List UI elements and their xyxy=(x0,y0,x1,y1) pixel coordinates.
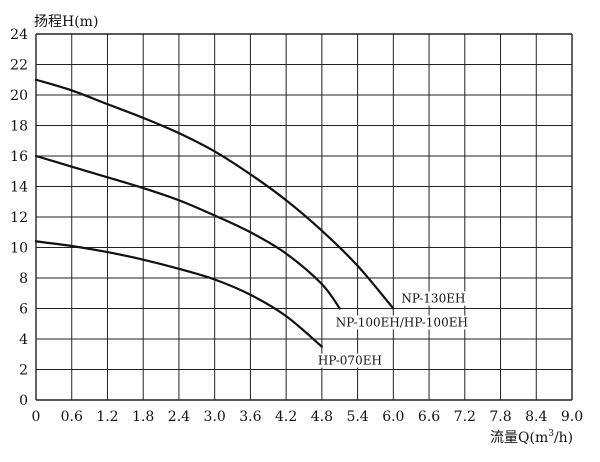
x-tick-label: 7.8 xyxy=(489,409,511,425)
series-label-background xyxy=(316,353,383,368)
x-tick-label: 9.0 xyxy=(561,409,583,425)
y-axis-title: 扬程H(m) xyxy=(34,14,98,30)
y-tick-label: 10 xyxy=(10,241,28,257)
series-label-background xyxy=(334,315,469,330)
y-tick-label: 0 xyxy=(19,393,28,409)
x-tick-label: 2.4 xyxy=(168,409,190,425)
series-curve xyxy=(34,240,323,348)
y-tick-label: 24 xyxy=(10,27,28,43)
y-tick-label: 18 xyxy=(10,119,28,135)
series-curve xyxy=(34,154,341,310)
y-tick-label: 2 xyxy=(19,363,28,379)
x-tick-label: 6.6 xyxy=(418,409,440,425)
y-tick-label: 6 xyxy=(19,302,28,318)
x-tick-label: 4.2 xyxy=(275,409,297,425)
x-tick-label: 4.8 xyxy=(311,409,333,425)
axis-title-background xyxy=(488,429,576,446)
x-axis-title-superscript: 3 xyxy=(548,429,554,439)
x-tick-label: 6.0 xyxy=(382,409,404,425)
y-tick-label: 4 xyxy=(19,332,28,348)
y-tick-label: 8 xyxy=(19,271,28,287)
series-label: HP-070EH xyxy=(318,354,382,368)
grid xyxy=(35,33,573,401)
series-label: NP-100EH/HP-100EH xyxy=(336,316,468,330)
x-tick-label: 3.0 xyxy=(204,409,226,425)
x-tick-label: 3.6 xyxy=(239,409,261,425)
x-tick-label: 8.4 xyxy=(525,409,547,425)
x-tick-label: 0.6 xyxy=(61,409,83,425)
x-tick-label: 0 xyxy=(32,409,41,425)
x-tick-label: 1.8 xyxy=(132,409,154,425)
y-tick-label: 16 xyxy=(10,149,28,165)
series-label-background xyxy=(400,291,467,306)
y-tick-label: 12 xyxy=(10,210,28,226)
x-axis-title-prefix: 流量Q(m xyxy=(490,430,548,446)
x-tick-label: 5.4 xyxy=(346,409,368,425)
y-tick-label: 22 xyxy=(10,58,28,74)
axis-title-background xyxy=(32,14,101,30)
y-tick-label: 20 xyxy=(10,88,28,104)
x-tick-label: 7.2 xyxy=(454,409,476,425)
x-axis-title: 流量Q(m3/h) xyxy=(490,429,573,446)
curves xyxy=(34,78,395,348)
series-label: NP-130EH xyxy=(401,292,465,306)
series-curve xyxy=(34,78,395,310)
labels: 扬程H(m) 流量Q(m3/h) 0 0.6 1.2 1.8 2.4 3.0 3.6 4.2 4… xyxy=(10,14,583,446)
y-tick-label: 14 xyxy=(10,180,28,196)
x-tick-label: 1.2 xyxy=(96,409,118,425)
x-axis-title-suffix: /h) xyxy=(554,430,573,446)
